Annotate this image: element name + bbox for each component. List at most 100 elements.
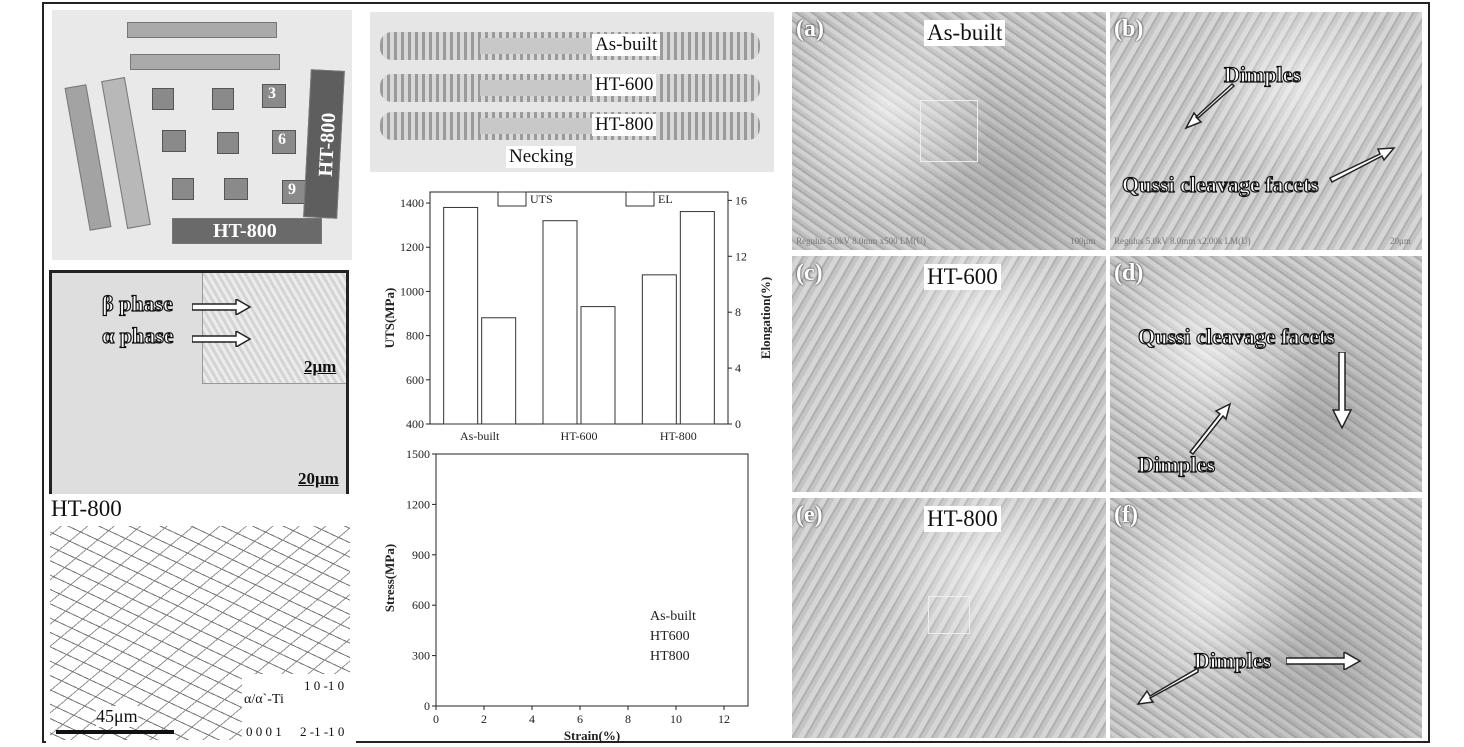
specimen-label-ht800: HT-800 <box>592 114 657 136</box>
legend-ht800: HT800 <box>650 649 690 664</box>
cube-number: 9 <box>288 181 296 198</box>
inset-scale-label: 2μm <box>304 357 337 376</box>
bar-uts <box>641 274 677 425</box>
specimen-label-as-built: As-built <box>592 34 661 56</box>
panel-letter: (b) <box>1114 16 1144 42</box>
figure-frame <box>42 2 1430 743</box>
dimples-label: Dimples <box>1223 61 1301 87</box>
y-tick-label: 1000 <box>400 284 424 298</box>
legend-swatch-uts <box>497 191 527 207</box>
panel-title: HT-800 <box>924 506 1001 532</box>
y-tick-label: 1400 <box>400 196 424 210</box>
uts-axis-label: UTS(MPa) <box>382 288 397 349</box>
bar-uts <box>542 220 578 425</box>
side-label: HT-800 <box>314 112 341 178</box>
cube-number: 6 <box>278 131 286 148</box>
samples-photo: 3 6 9 HT-800 HT-800 <box>52 10 352 260</box>
panel-title: As-built <box>924 20 1006 46</box>
legend-as-built: As-built <box>650 609 696 624</box>
microstructure-inset <box>202 273 346 384</box>
specimen-label-ht600: HT-600 <box>592 74 657 96</box>
y-tick-label: 600 <box>406 373 424 387</box>
tensile-photo: As-built HT-600 HT-800 Necking <box>370 12 774 172</box>
elongation-axis-label: Elongation(%) <box>758 277 772 359</box>
phase-label: α/α`-Ti <box>244 692 284 707</box>
ebsd-scale-label: 45μm <box>96 706 138 727</box>
bar-label: HT-800 <box>213 220 277 242</box>
ebsd-title: HT-800 <box>48 496 125 522</box>
cleavage-label: Qussi cleavage facets <box>1137 323 1335 349</box>
microstructure-panel: β phase α phase 2μm 20μm <box>49 270 349 494</box>
sem-scale: 100μm <box>1070 236 1096 246</box>
y-tick-label: 300 <box>412 649 430 663</box>
panel-letter: (c) <box>796 260 823 286</box>
x-tick-label: 12 <box>718 712 730 726</box>
y-tick-label: 400 <box>406 417 424 431</box>
cleavage-label: Qussi cleavage facets <box>1121 171 1319 197</box>
fracture-panel-a: (a) As-built Regulus 5.0kV 8.0mm x500 LM… <box>792 12 1106 250</box>
ebsd-panel: HT-800 α/α`-Ti 1 0 -1 0 0 0 0 1 2 -1 -1 … <box>46 496 356 744</box>
arrow-icon <box>1188 402 1232 456</box>
ipf-right-label: 2 -1 -1 0 <box>300 724 345 739</box>
sem-scale: 20μm <box>1390 236 1411 246</box>
x-tick-label: As-built <box>460 429 500 443</box>
main-scale-label: 20μm <box>298 469 339 488</box>
panel-title: HT-600 <box>924 264 1001 290</box>
cube-number: 3 <box>268 85 276 102</box>
arrow-icon <box>1184 82 1236 130</box>
stress-strain-chart: Stress(MPa) Strain(%) As-built HT600 HT8… <box>382 448 749 743</box>
plot-area <box>429 191 729 425</box>
ebsd-map <box>50 526 350 740</box>
x-tick-label: 8 <box>625 712 631 726</box>
y2-tick-label: 4 <box>735 361 741 375</box>
y-tick-label: 800 <box>406 329 424 343</box>
panel-letter: (e) <box>796 502 823 528</box>
arrow-icon <box>1286 652 1362 670</box>
y-tick-label: 1200 <box>400 240 424 254</box>
alpha-phase-label: α phase <box>101 322 174 348</box>
beta-phase-label: β phase <box>101 290 173 316</box>
scale-bar <box>56 730 174 734</box>
fracture-panel-d: (d) Qussi cleavage facets Dimples <box>1110 256 1422 492</box>
y-tick-label: 0 <box>424 699 430 713</box>
y-tick-label: 1200 <box>406 497 430 511</box>
ipf-left-label: 0 0 0 1 <box>246 724 282 739</box>
legend-el: EL <box>658 192 673 206</box>
fracture-panel-f: (f) Dimples <box>1110 498 1422 738</box>
ipf-legend: α/α`-Ti 1 0 -1 0 0 0 0 1 2 -1 -1 0 <box>242 674 354 740</box>
bar-el <box>481 317 517 425</box>
x-tick-label: 6 <box>577 712 583 726</box>
uts-el-chart: UTS(MPa) Elongation(%) 400 600 800 1000 1200… <box>382 191 772 443</box>
necking-label: Necking <box>506 146 577 168</box>
ipf-top-label: 1 0 -1 0 <box>304 678 345 693</box>
fracture-panel-b: (b) Dimples Qussi cleavage facets Regulu… <box>1110 12 1422 250</box>
x-tick-label: 2 <box>481 712 487 726</box>
x-tick-label: HT-800 <box>660 429 697 443</box>
arrow-icon <box>192 299 252 315</box>
dimples-label: Dimples <box>1137 451 1215 477</box>
plot-area <box>435 453 749 707</box>
fracture-panel-c: (c) HT-600 <box>792 256 1106 492</box>
y-tick-label: 900 <box>412 548 430 562</box>
stress-axis-label: Stress(MPa) <box>382 544 397 612</box>
x-tick-label: 0 <box>433 712 439 726</box>
legend-uts: UTS <box>530 192 553 206</box>
bar-uts <box>443 206 479 425</box>
arrow-icon <box>192 331 252 347</box>
y2-tick-label: 12 <box>735 249 747 263</box>
y-tick-label: 1500 <box>406 448 430 461</box>
legend-ht600: HT600 <box>650 629 690 644</box>
y2-tick-label: 0 <box>735 417 741 431</box>
arrow-icon <box>1136 666 1199 705</box>
legend-swatch-el <box>625 191 655 207</box>
y2-tick-label: 16 <box>735 193 747 207</box>
panel-letter: (f) <box>1114 502 1138 528</box>
bar-el <box>679 211 715 425</box>
fracture-panel-e: (e) HT-800 <box>792 498 1106 738</box>
y-tick-label: 600 <box>412 598 430 612</box>
arrow-icon <box>1328 147 1396 184</box>
x-tick-label: 10 <box>670 712 682 726</box>
strain-axis-label: Strain(%) <box>564 728 620 743</box>
x-tick-label: HT-600 <box>561 429 598 443</box>
panel-letter: (d) <box>1114 260 1144 286</box>
